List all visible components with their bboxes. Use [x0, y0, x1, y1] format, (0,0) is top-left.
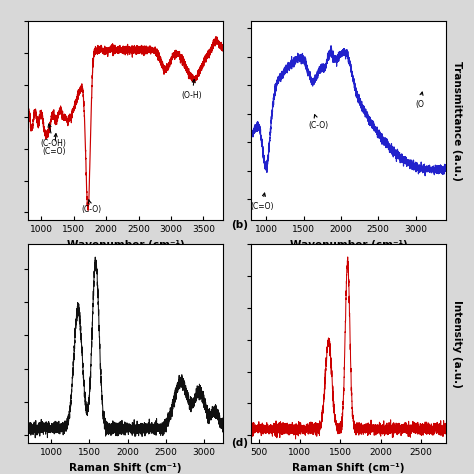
- Y-axis label: Transmittance (a.u.): Transmittance (a.u.): [452, 61, 462, 181]
- Y-axis label: Intensity (a.u.): Intensity (a.u.): [452, 300, 462, 388]
- X-axis label: Wavenumber (cm⁻¹): Wavenumber (cm⁻¹): [67, 240, 184, 250]
- Text: (C=O): (C=O): [43, 134, 66, 155]
- Text: (C-O): (C-O): [309, 115, 328, 130]
- Text: (O: (O: [415, 92, 424, 109]
- Text: (C-O): (C-O): [81, 200, 101, 214]
- Text: (C-OH): (C-OH): [40, 124, 66, 147]
- X-axis label: Wavenumber (cm⁻¹): Wavenumber (cm⁻¹): [290, 240, 407, 250]
- Text: (b): (b): [231, 220, 248, 230]
- X-axis label: Raman Shift (cm⁻¹): Raman Shift (cm⁻¹): [69, 463, 182, 473]
- Text: (C=O): (C=O): [250, 193, 273, 211]
- X-axis label: Raman Shift (cm⁻¹): Raman Shift (cm⁻¹): [292, 463, 405, 473]
- Text: (O-H): (O-H): [182, 80, 202, 100]
- Text: (d): (d): [231, 438, 248, 448]
